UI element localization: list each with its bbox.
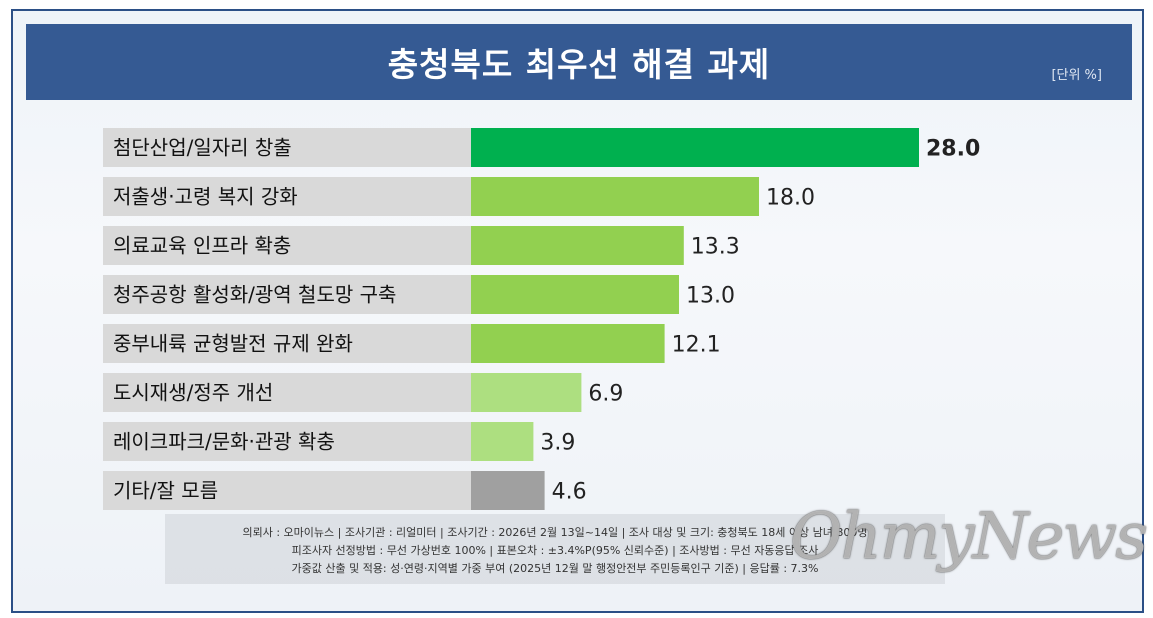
category-label: 청주공항 활성화/광역 철도망 구축	[113, 283, 396, 307]
bar-row: 중부내륙 균형발전 규제 완화 12.1	[103, 324, 721, 363]
bar	[471, 422, 534, 461]
category-label-box	[103, 373, 471, 412]
category-label: 레이크파크/문화·관광 확충	[113, 430, 335, 454]
value-label: 13.0	[686, 284, 735, 309]
bar-row: 저출생·고령 복지 강화 18.0	[103, 177, 815, 216]
category-label: 저출생·고령 복지 강화	[113, 185, 298, 209]
unit-label: [단위 %]	[1051, 68, 1102, 83]
value-label: 4.6	[552, 480, 587, 505]
bar	[471, 324, 665, 363]
category-label: 중부내륙 균형발전 규제 완화	[113, 332, 353, 356]
value-label: 6.9	[588, 382, 623, 407]
category-label-box	[103, 324, 471, 363]
title-banner: 충청북도 최우선 해결 과제 [단위 %]	[26, 24, 1132, 100]
value-label: 28.0	[926, 137, 980, 162]
category-label-box	[103, 226, 471, 265]
survey-info-box: 의뢰사 : 오마이뉴스 | 조사기관 : 리얼미터 | 조사기간 : 2026년…	[165, 514, 945, 584]
bar-row: 첨단산업/일자리 창출 28.0	[103, 128, 980, 167]
bar	[471, 275, 679, 314]
category-label-box	[103, 275, 471, 314]
bar-row: 기타/잘 모름 4.6	[103, 471, 587, 510]
value-label: 18.0	[766, 186, 815, 211]
bar	[471, 373, 582, 412]
value-label: 13.3	[691, 235, 740, 260]
bar	[471, 128, 919, 167]
bar-row: 의료교육 인프라 확충 13.3	[103, 226, 740, 265]
survey-info-line-2: 피조사자 선정방법 : 무선 가상번호 100% | 표본오차 : ±3.4%P…	[291, 544, 819, 557]
category-label: 도시재생/정주 개선	[113, 381, 273, 405]
survey-info-line-1: 의뢰사 : 오마이뉴스 | 조사기관 : 리얼미터 | 조사기간 : 2026년…	[242, 526, 868, 539]
chart-title: 충청북도 최우선 해결 과제	[387, 45, 771, 84]
bar	[471, 471, 545, 510]
bar-row: 도시재생/정주 개선 6.9	[103, 373, 623, 412]
bar	[471, 226, 684, 265]
bar	[471, 177, 759, 216]
bar-row: 레이크파크/문화·관광 확충 3.9	[103, 422, 575, 461]
category-label-box	[103, 422, 471, 461]
bar-row: 청주공항 활성화/광역 철도망 구축 13.0	[103, 275, 735, 314]
category-label: 기타/잘 모름	[113, 479, 218, 503]
category-label-box	[103, 471, 471, 510]
value-label: 3.9	[540, 431, 575, 456]
category-label: 첨단산업/일자리 창출	[113, 136, 292, 160]
category-label-box	[103, 177, 471, 216]
category-label: 의료교육 인프라 확충	[113, 234, 291, 258]
category-label-box	[103, 128, 471, 167]
value-label: 12.1	[672, 333, 721, 358]
survey-info-line-3: 가중값 산출 및 적용: 성·연령·지역별 가중 부여 (2025년 12월 말…	[291, 562, 819, 575]
